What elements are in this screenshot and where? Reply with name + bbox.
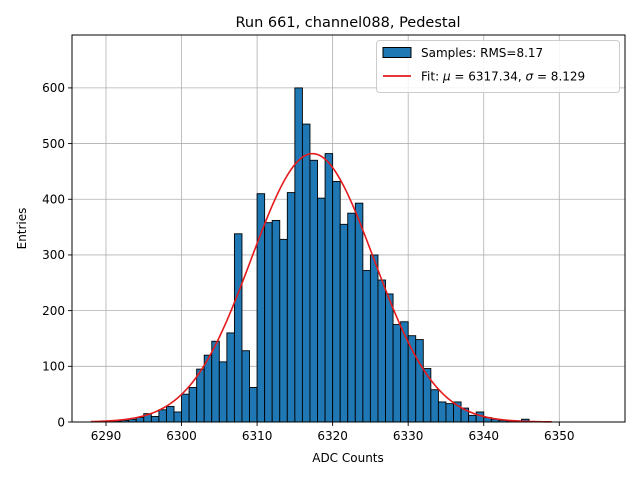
histogram-bar bbox=[324, 153, 334, 423]
y-axis-ticks: 0 100 200 300 400 500 600 bbox=[42, 81, 72, 429]
histogram-bar bbox=[377, 279, 386, 423]
histogram-bar bbox=[165, 405, 175, 423]
x-axis-label: ADC Counts bbox=[312, 451, 384, 465]
histogram-bar bbox=[150, 415, 160, 423]
legend-fit-sigma-value: = 8.129 bbox=[533, 70, 585, 84]
plot-frame bbox=[71, 34, 626, 423]
y-tick-label: 200 bbox=[42, 304, 65, 318]
histogram-bar bbox=[286, 192, 296, 423]
histogram-bar bbox=[385, 293, 394, 423]
y-tick-label: 500 bbox=[42, 137, 65, 151]
x-tick-label: 6350 bbox=[544, 429, 575, 443]
histogram-bar bbox=[354, 202, 364, 423]
x-tick-label: 6310 bbox=[242, 429, 273, 443]
x-tick-label: 6340 bbox=[468, 429, 499, 443]
histogram-bar bbox=[294, 87, 303, 423]
histogram-bar bbox=[301, 123, 311, 423]
legend-box bbox=[376, 40, 620, 93]
histogram-bar bbox=[309, 159, 318, 423]
legend-label-fit: Fit: μ = 6317.34, σ = 8.129 bbox=[421, 70, 585, 84]
histogram-bar bbox=[392, 324, 402, 423]
legend: Samples: RMS=8.17 Fit: μ = 6317.34, σ = … bbox=[376, 40, 620, 93]
histogram-bar bbox=[468, 414, 477, 423]
histogram-bar bbox=[203, 354, 213, 423]
histogram-bar bbox=[226, 332, 235, 423]
y-tick-label: 300 bbox=[42, 248, 65, 262]
histogram-bar bbox=[211, 340, 220, 423]
legend-label-samples: Samples: RMS=8.17 bbox=[421, 46, 543, 60]
y-tick-label: 100 bbox=[42, 360, 65, 374]
histogram-bar bbox=[347, 212, 356, 423]
chart-title: Run 661, channel088, Pedestal bbox=[235, 15, 460, 31]
x-tick-label: 6290 bbox=[91, 429, 122, 443]
x-tick-label: 6300 bbox=[166, 429, 197, 443]
histogram-bar bbox=[188, 387, 198, 423]
legend-fit-mu-symbol: μ bbox=[442, 70, 451, 84]
legend-swatch-samples bbox=[382, 47, 412, 58]
histogram-bar bbox=[279, 238, 288, 423]
histogram-bar bbox=[400, 321, 409, 423]
histogram-bar bbox=[339, 223, 349, 423]
histogram-bar bbox=[249, 387, 258, 423]
histogram-bar bbox=[317, 197, 326, 423]
histogram-bar bbox=[369, 254, 379, 423]
histogram-bar bbox=[362, 270, 371, 423]
histogram-bar bbox=[218, 361, 228, 423]
x-tick-label: 6330 bbox=[393, 429, 424, 443]
legend-fit-prefix: Fit: bbox=[421, 70, 443, 84]
histogram-bar bbox=[332, 180, 341, 423]
histogram-bar bbox=[445, 403, 454, 423]
histogram-bar bbox=[173, 411, 182, 423]
y-tick-label: 0 bbox=[57, 415, 65, 429]
histogram-bar bbox=[241, 350, 250, 423]
legend-fit-sigma-symbol: σ bbox=[526, 70, 534, 84]
x-tick-label: 6320 bbox=[317, 429, 348, 443]
histogram-bar bbox=[196, 368, 205, 423]
histogram-bar bbox=[430, 389, 439, 423]
y-axis-label: Entries bbox=[15, 208, 29, 250]
histogram-bar bbox=[233, 233, 243, 423]
fit-curve bbox=[90, 152, 552, 423]
y-tick-label: 400 bbox=[42, 193, 65, 207]
y-tick-label: 600 bbox=[42, 81, 65, 95]
histogram-bar bbox=[264, 222, 273, 423]
histogram-bar bbox=[158, 409, 167, 423]
histogram-bar bbox=[181, 393, 190, 423]
histogram-bar bbox=[271, 219, 281, 423]
histogram-bar bbox=[422, 368, 432, 423]
histogram-bar bbox=[437, 401, 447, 423]
histogram-bar bbox=[415, 339, 424, 423]
legend-fit-mu-value: = 6317.34, bbox=[451, 70, 526, 84]
x-axis-ticks: 6290 6300 6310 6320 6330 6340 6350 bbox=[91, 422, 575, 443]
